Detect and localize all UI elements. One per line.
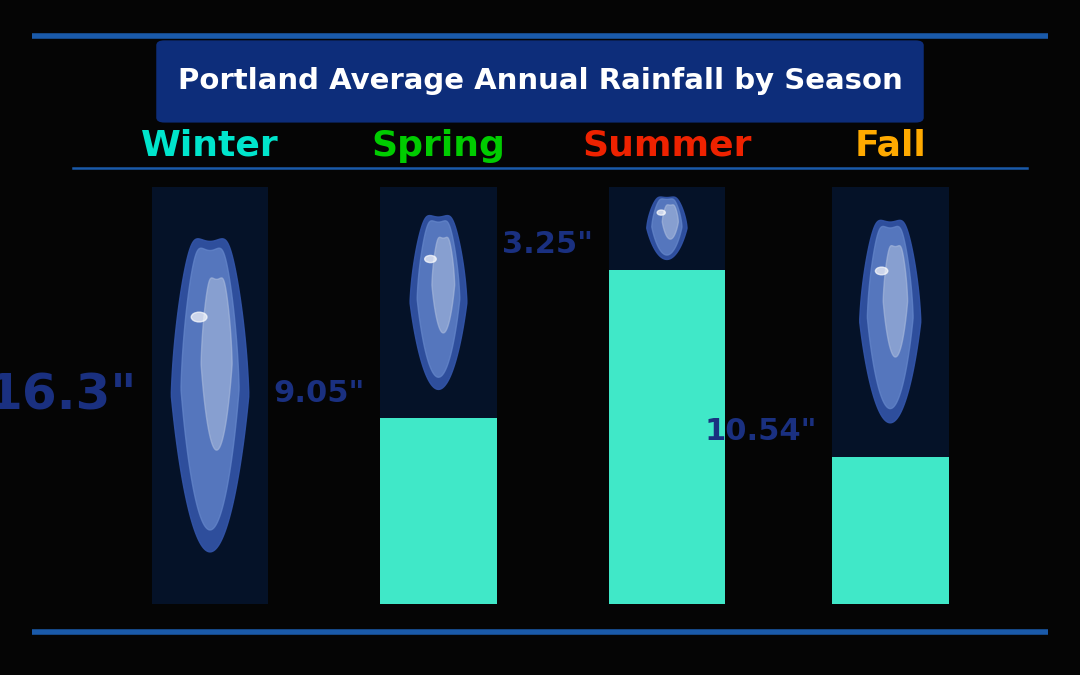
Text: Fall: Fall [854,129,927,163]
Polygon shape [181,248,239,530]
Polygon shape [860,220,921,423]
Text: Portland Average Annual Rainfall by Season: Portland Average Annual Rainfall by Seas… [177,68,903,95]
Circle shape [191,312,207,322]
Text: 10.54": 10.54" [704,417,816,446]
Bar [380,418,497,604]
Circle shape [424,255,436,263]
Bar [608,270,726,604]
Polygon shape [417,221,460,377]
Polygon shape [662,205,678,239]
Polygon shape [201,278,232,450]
Bar [380,186,497,418]
Polygon shape [172,239,248,552]
Text: 16.3": 16.3" [0,371,136,419]
Circle shape [657,210,665,215]
Bar [832,456,948,604]
Polygon shape [647,197,687,259]
Polygon shape [410,215,467,389]
Polygon shape [867,226,913,408]
Text: Winter: Winter [141,129,279,163]
Circle shape [876,267,888,275]
Text: 9.05": 9.05" [273,379,365,408]
Text: Spring: Spring [372,129,505,163]
FancyBboxPatch shape [157,40,923,123]
Text: 3.25": 3.25" [502,230,593,259]
Bar [151,186,269,604]
Bar [832,186,948,456]
Text: Summer: Summer [582,129,752,163]
Bar [608,186,726,270]
Polygon shape [432,238,455,333]
Polygon shape [883,246,907,357]
Polygon shape [652,199,681,255]
